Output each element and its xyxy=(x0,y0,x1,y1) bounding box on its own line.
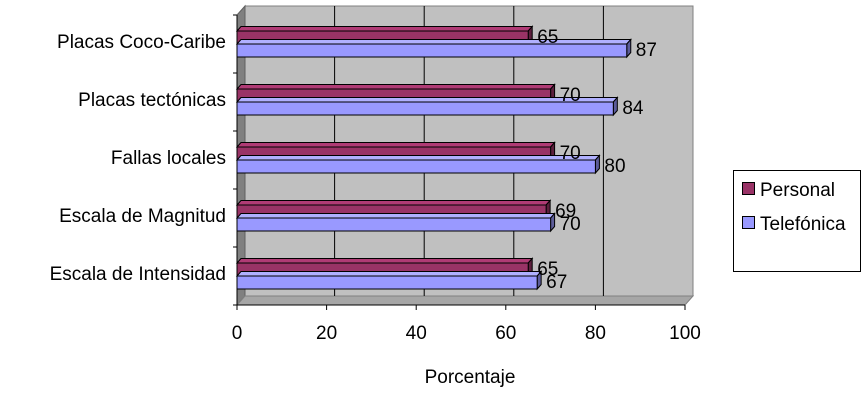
data-label: 70 xyxy=(560,143,581,164)
bar-personal-2-top xyxy=(235,142,556,148)
category-label: Escala de Intensidad xyxy=(50,264,226,285)
axes xyxy=(233,14,686,310)
bars xyxy=(235,25,632,291)
data-label: 87 xyxy=(636,40,657,61)
legend: Personal Telefónica xyxy=(733,170,861,272)
bar-telefnica-0 xyxy=(236,275,538,290)
legend-swatch-telefonica xyxy=(742,216,755,229)
category-label: Placas Coco-Caribe xyxy=(57,32,226,53)
bar-telefnica-4 xyxy=(236,43,628,58)
legend-item-personal: Personal xyxy=(742,180,835,202)
data-label: 70 xyxy=(560,85,581,106)
data-label: 67 xyxy=(546,272,567,293)
bar-telefnica-0-top xyxy=(235,271,543,277)
category-label: Escala de Magnitud xyxy=(59,206,226,227)
floor xyxy=(235,295,695,306)
legend-item-telefonica: Telefónica xyxy=(742,214,846,236)
x-tick-label: 100 xyxy=(669,323,701,344)
bar-telefnica-2-top xyxy=(235,155,601,161)
bar-telefnica-1 xyxy=(236,217,552,232)
legend-label-personal: Personal xyxy=(760,180,835,201)
category-label: Fallas locales xyxy=(111,148,226,169)
data-label: 65 xyxy=(537,27,558,48)
x-tick-label: 20 xyxy=(316,323,337,344)
bar-telefnica-2 xyxy=(236,159,596,174)
category-label: Placas tectónicas xyxy=(78,90,226,111)
bar-telefnica-3 xyxy=(236,101,614,116)
data-label: 69 xyxy=(555,201,576,222)
data-label: 84 xyxy=(622,98,644,119)
bar-personal-1-top xyxy=(235,200,552,206)
bar-personal-0-top xyxy=(235,258,534,264)
legend-swatch-personal xyxy=(742,182,755,195)
x-tick-label: 40 xyxy=(406,323,427,344)
bar-telefnica-4-top xyxy=(235,39,632,45)
x-tick-label: 0 xyxy=(232,323,243,344)
bar-telefnica-1-top xyxy=(235,213,556,219)
x-axis-label: Porcentaje xyxy=(424,367,516,388)
x-tick-label: 60 xyxy=(495,323,516,344)
data-label: 70 xyxy=(560,214,581,235)
bar-personal-3-top xyxy=(235,84,556,90)
x-tick-label: 80 xyxy=(585,323,606,344)
bar-personal-4-top xyxy=(235,26,534,32)
data-label: 65 xyxy=(537,259,558,280)
legend-label-telefonica: Telefónica xyxy=(760,214,846,235)
data-label: 80 xyxy=(604,156,625,177)
